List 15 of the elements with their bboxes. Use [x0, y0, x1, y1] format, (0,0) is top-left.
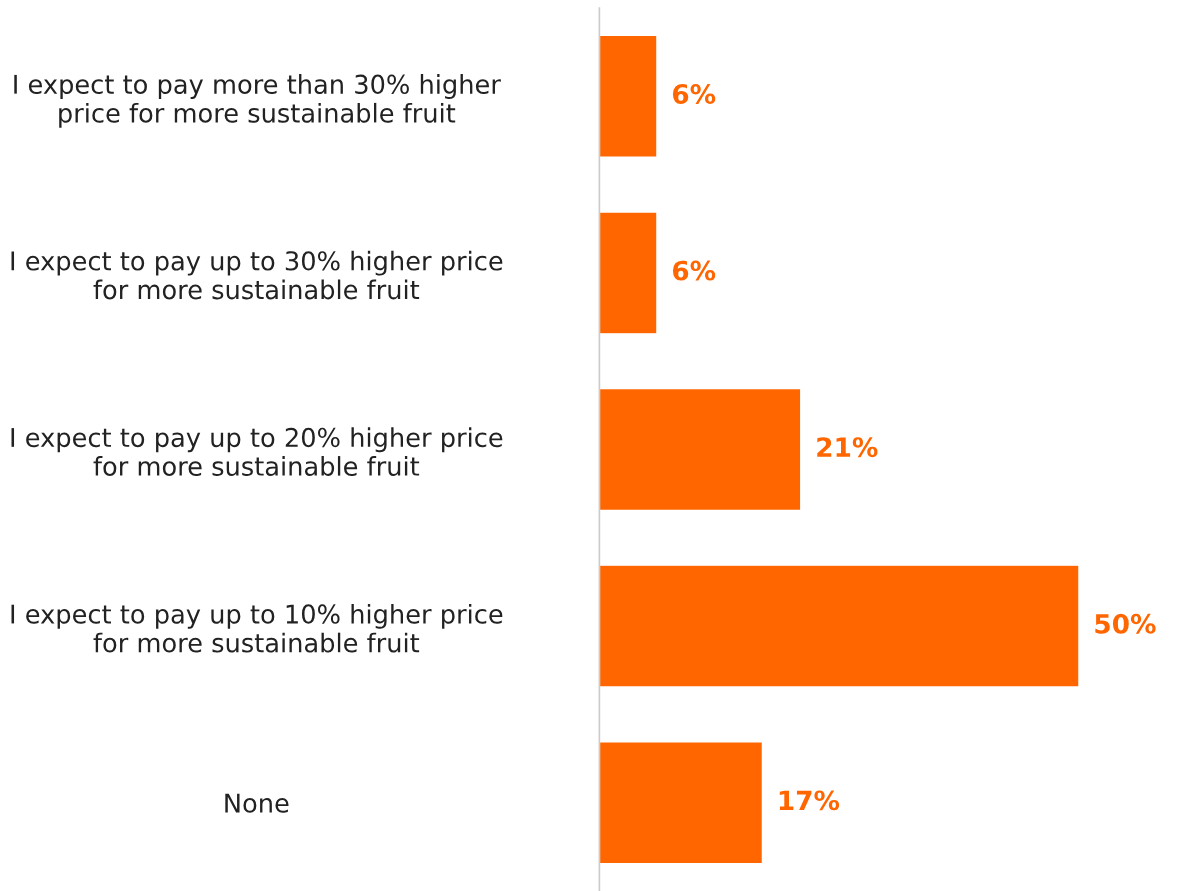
bar — [599, 387, 802, 512]
y-tick-label: I expect to pay more than 30% higher price for more sustainable fruit — [14, 74, 501, 128]
data-label: 21% — [817, 437, 878, 458]
data-label: 6% — [672, 84, 716, 104]
y-tick-label: I expect to pay up to 20% higher price for more sustainable fruit — [11, 427, 503, 476]
bar — [599, 741, 764, 865]
y-tick-label: None — [225, 793, 289, 813]
bar — [599, 211, 658, 335]
y-tick-label: I expect to pay up to 10% higher price for more sustainable fruit — [11, 603, 503, 653]
bar — [599, 564, 1080, 688]
bar — [599, 34, 658, 158]
y-tick-label: I expect to pay up to 30% higher price for more sustainable fruit — [11, 250, 503, 300]
data-label: 17% — [779, 790, 840, 811]
data-label: 50% — [1095, 613, 1156, 634]
data-label: 6% — [672, 260, 716, 281]
